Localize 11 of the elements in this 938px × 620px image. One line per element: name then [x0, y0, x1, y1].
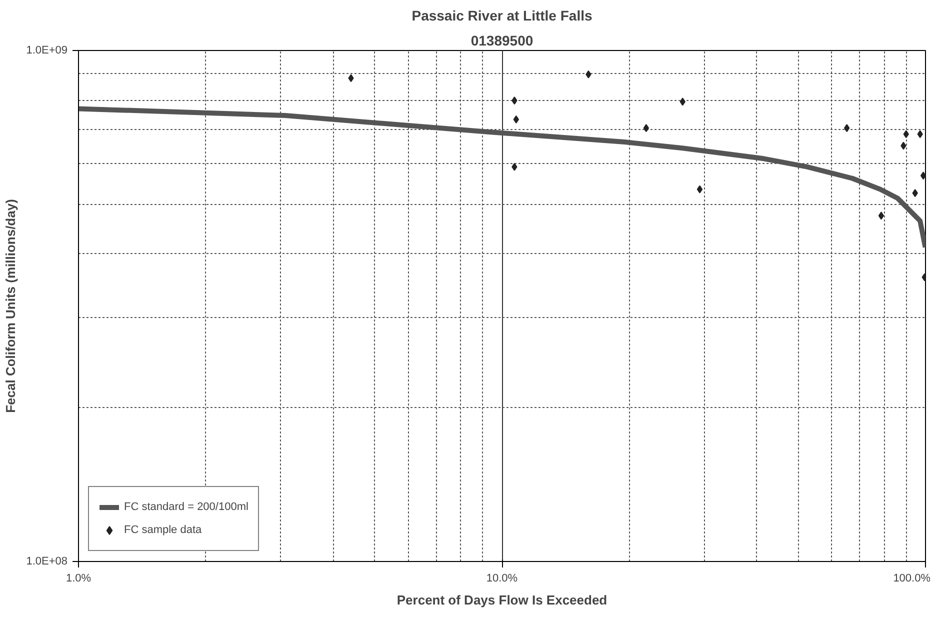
x-tick-label: 10.0% — [486, 572, 518, 584]
x-tick-label: 1.0% — [66, 572, 92, 584]
x-axis-title: Percent of Days Flow Is Exceeded — [396, 592, 608, 608]
y-tick-label: 1.0E+08 — [26, 556, 68, 568]
legend-label: FC standard = 200/100ml — [124, 501, 248, 513]
chart-title: Passaic River at Little Falls — [412, 8, 592, 24]
legend-label: FC sample data — [124, 524, 202, 536]
x-tick-label: 100.0% — [893, 572, 931, 584]
y-axis-title: Fecal Coliform Units (millions/day) — [3, 199, 18, 413]
chart-subtitle: 01389500 — [470, 32, 534, 48]
y-tick-label: 1.0E+09 — [26, 44, 68, 56]
